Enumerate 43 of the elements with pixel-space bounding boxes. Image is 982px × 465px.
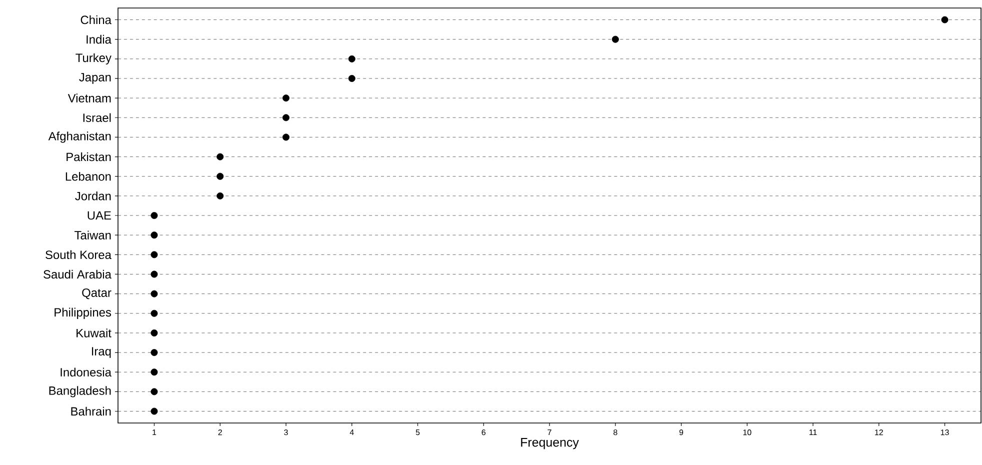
point	[150, 368, 158, 376]
y-tick-label: Qatar	[82, 288, 112, 300]
y-tick-label: Iraq	[92, 347, 111, 358]
y-tick-label: Pakistan	[66, 152, 111, 162]
point	[150, 310, 158, 317]
y-tick-label: Jordan	[75, 192, 111, 200]
point	[150, 408, 158, 415]
y-tick-label: Israel	[83, 113, 111, 122]
point	[150, 388, 158, 396]
point	[150, 232, 158, 239]
point	[216, 192, 224, 200]
y-tick-label: Afghanistan	[48, 132, 111, 143]
y-tick-label: Lebanon	[66, 172, 111, 181]
y-tick-label: Taiwan	[74, 230, 111, 240]
y-tick-label: Kuwait	[76, 328, 112, 338]
point	[150, 329, 158, 336]
y-tick-label: China	[80, 15, 112, 24]
point	[348, 74, 356, 82]
y-tick-label: Bahrain	[71, 406, 111, 416]
y-tick-label: Indonesia	[60, 368, 112, 376]
point	[282, 114, 290, 122]
point	[348, 55, 356, 62]
point	[150, 290, 158, 298]
y-tick-label: Philippines	[54, 308, 112, 319]
y-tick-label: Saudi Arabia	[44, 270, 112, 279]
point	[282, 134, 290, 141]
x-axis-title: Frequency	[521, 438, 579, 450]
point	[216, 153, 224, 160]
point	[150, 212, 158, 219]
point	[150, 270, 158, 278]
y-tick-label: South Korea	[46, 250, 112, 260]
point	[150, 349, 158, 356]
y-tick-label: India	[86, 34, 112, 44]
y-tick-label: Japan	[79, 73, 111, 84]
y-tick-label: Turkey	[76, 53, 112, 64]
y-tick-label: Vietnam	[68, 94, 111, 102]
point	[216, 172, 224, 180]
point	[941, 16, 948, 24]
y-tick-label: UAE	[88, 211, 111, 220]
y-tick-label: Bangladesh	[49, 386, 111, 398]
point	[612, 36, 619, 43]
point	[282, 94, 290, 102]
point	[150, 251, 158, 258]
